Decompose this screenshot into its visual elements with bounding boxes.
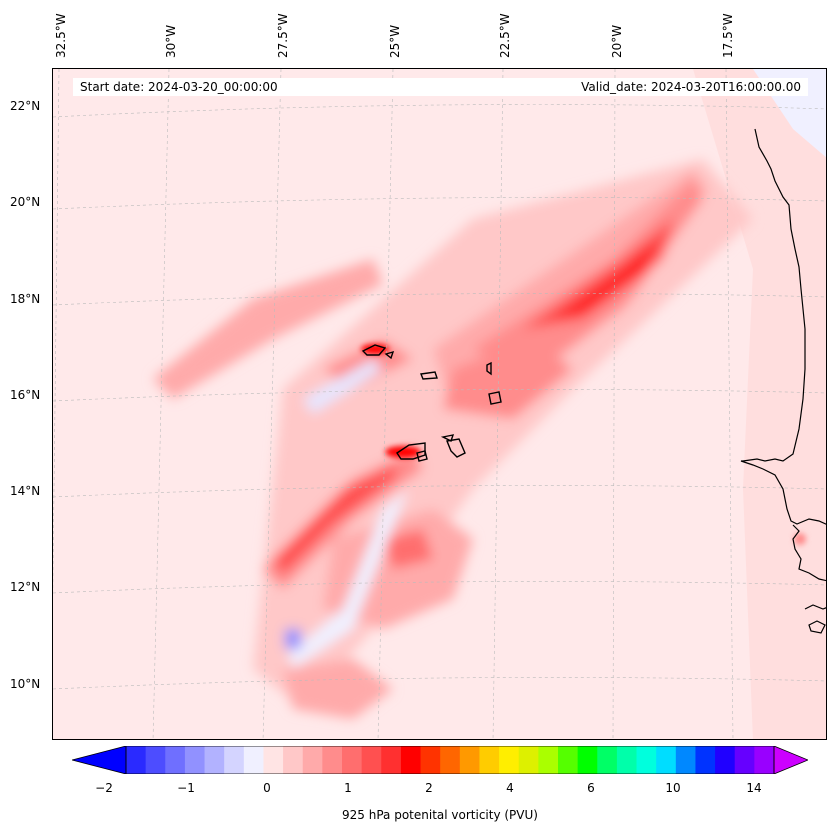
colorbar-tick: −2 [95, 781, 113, 795]
colorbar-cell [224, 746, 245, 774]
lon-label: 25°W [388, 24, 402, 58]
pv-contours [153, 159, 753, 719]
lat-label: 20°N [10, 195, 41, 209]
colorbar-cell [283, 746, 304, 774]
colorbar-cell [479, 746, 500, 774]
map-panel[interactable]: Start date: 2024-03-20_00:00:00 Valid_da… [52, 68, 827, 740]
colorbar-cell [381, 746, 402, 774]
colorbar-tick: 6 [587, 781, 595, 795]
colorbar-cell [695, 746, 716, 774]
colorbar-cell [558, 746, 579, 774]
colorbar-cell [243, 746, 264, 774]
cape-verde-islands [361, 344, 502, 462]
colorbar-cell [126, 746, 147, 774]
lon-label: 30°W [164, 24, 178, 58]
colorbar-cell [616, 746, 638, 774]
colorbar-cell [204, 746, 225, 774]
lat-label: 10°N [10, 677, 41, 691]
colorbar-label: 925 hPa potenital vorticity (PVU) [342, 808, 538, 822]
colorbar-cell [184, 746, 206, 774]
colorbar [72, 746, 808, 774]
lon-label: 22.5°W [498, 13, 512, 58]
colorbar-cell [754, 746, 775, 774]
colorbar-tick: 14 [746, 781, 762, 795]
colorbar-cell [361, 746, 382, 774]
colorbar-extend-max [773, 746, 808, 774]
colorbar-tick: 10 [665, 781, 681, 795]
colorbar-cell [302, 746, 323, 774]
colorbar-tick: 0 [263, 781, 271, 795]
colorbar-cell [675, 746, 696, 774]
lat-label: 16°N [10, 388, 41, 402]
colorbar-tick: −1 [177, 781, 195, 795]
colorbar-extend-min [72, 746, 127, 774]
info-bar: Start date: 2024-03-20_00:00:00 Valid_da… [73, 78, 808, 96]
colorbar-cell [656, 746, 677, 774]
pv-field [53, 69, 826, 739]
coastline-south [792, 524, 826, 582]
colorbar-cell [538, 746, 559, 774]
lon-label: 17.5°W [721, 13, 735, 58]
coastline-guinea [804, 604, 826, 634]
valid-date: Valid_date: 2024-03-20T16:00:00.00 [581, 80, 801, 94]
lat-label: 18°N [10, 292, 41, 306]
colorbar-cell [322, 746, 343, 774]
colorbar-cell [734, 746, 755, 774]
colorbar-tick: 1 [344, 781, 352, 795]
colorbar-cell [400, 746, 422, 774]
colorbar-cell [420, 746, 441, 774]
colorbar-cell [342, 746, 363, 774]
colorbar-cell [499, 746, 520, 774]
colorbar-tick: 2 [425, 781, 433, 795]
colorbar-cell [459, 746, 480, 774]
coastline [740, 128, 826, 525]
start-date: Start date: 2024-03-20_00:00:00 [80, 80, 278, 94]
lon-label: 32.5°W [54, 13, 68, 58]
colorbar-cell [145, 746, 166, 774]
colorbar-cell [518, 746, 539, 774]
lat-label: 22°N [10, 99, 41, 113]
colorbar-tick: 4 [506, 781, 514, 795]
colorbar-cell [165, 746, 186, 774]
lon-label: 27.5°W [276, 13, 290, 58]
colorbar-cell [636, 746, 657, 774]
lat-label: 12°N [10, 580, 41, 594]
colorbar-cell [440, 746, 461, 774]
lat-label: 14°N [10, 484, 41, 498]
colorbar-cell [577, 746, 598, 774]
colorbar-cell [597, 746, 618, 774]
colorbar-cell [715, 746, 736, 774]
graticule [53, 69, 826, 739]
colorbar-cell [263, 746, 284, 774]
lon-label: 20°W [610, 24, 624, 58]
